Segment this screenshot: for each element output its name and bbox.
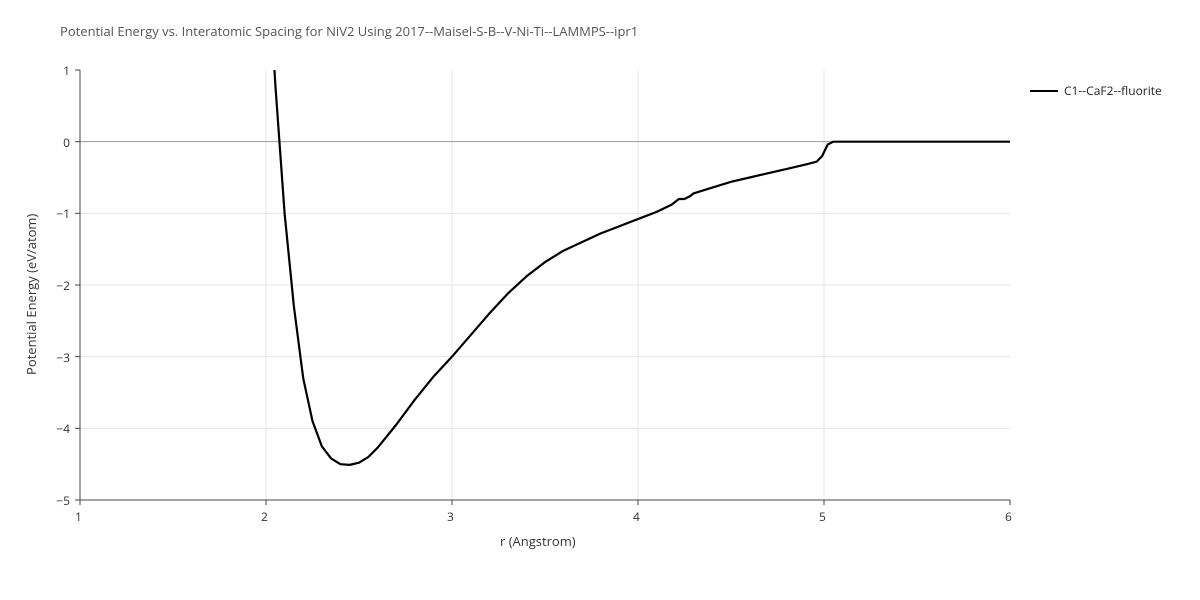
x-tick-label: 4 — [633, 508, 640, 525]
x-tick-label: 3 — [447, 508, 454, 525]
chart-title: Potential Energy vs. Interatomic Spacing… — [60, 22, 638, 40]
y-tick-label: −2 — [56, 277, 70, 294]
x-tick-label: 1 — [75, 508, 82, 525]
potential-energy-chart: Potential Energy vs. Interatomic Spacing… — [0, 0, 1200, 600]
x-tick-label: 6 — [1005, 508, 1012, 525]
y-tick-label: 0 — [63, 134, 70, 151]
y-tick-label: −3 — [56, 349, 70, 366]
legend: C1--CaF2--fluorite — [1030, 82, 1162, 99]
x-axis-label: r (Angstrom) — [500, 532, 576, 550]
y-tick-label: −1 — [56, 205, 70, 222]
y-tick-label: −5 — [56, 492, 70, 509]
plot-area — [0, 0, 1200, 600]
y-tick-label: −4 — [56, 420, 70, 437]
x-tick-label: 2 — [261, 508, 268, 525]
x-tick-label: 5 — [819, 508, 826, 525]
y-tick-label: 1 — [63, 62, 70, 79]
y-axis-label: Potential Energy (eV/atom) — [22, 214, 40, 375]
legend-label: C1--CaF2--fluorite — [1064, 82, 1162, 99]
legend-swatch — [1030, 90, 1058, 92]
legend-item[interactable]: C1--CaF2--fluorite — [1030, 82, 1162, 99]
